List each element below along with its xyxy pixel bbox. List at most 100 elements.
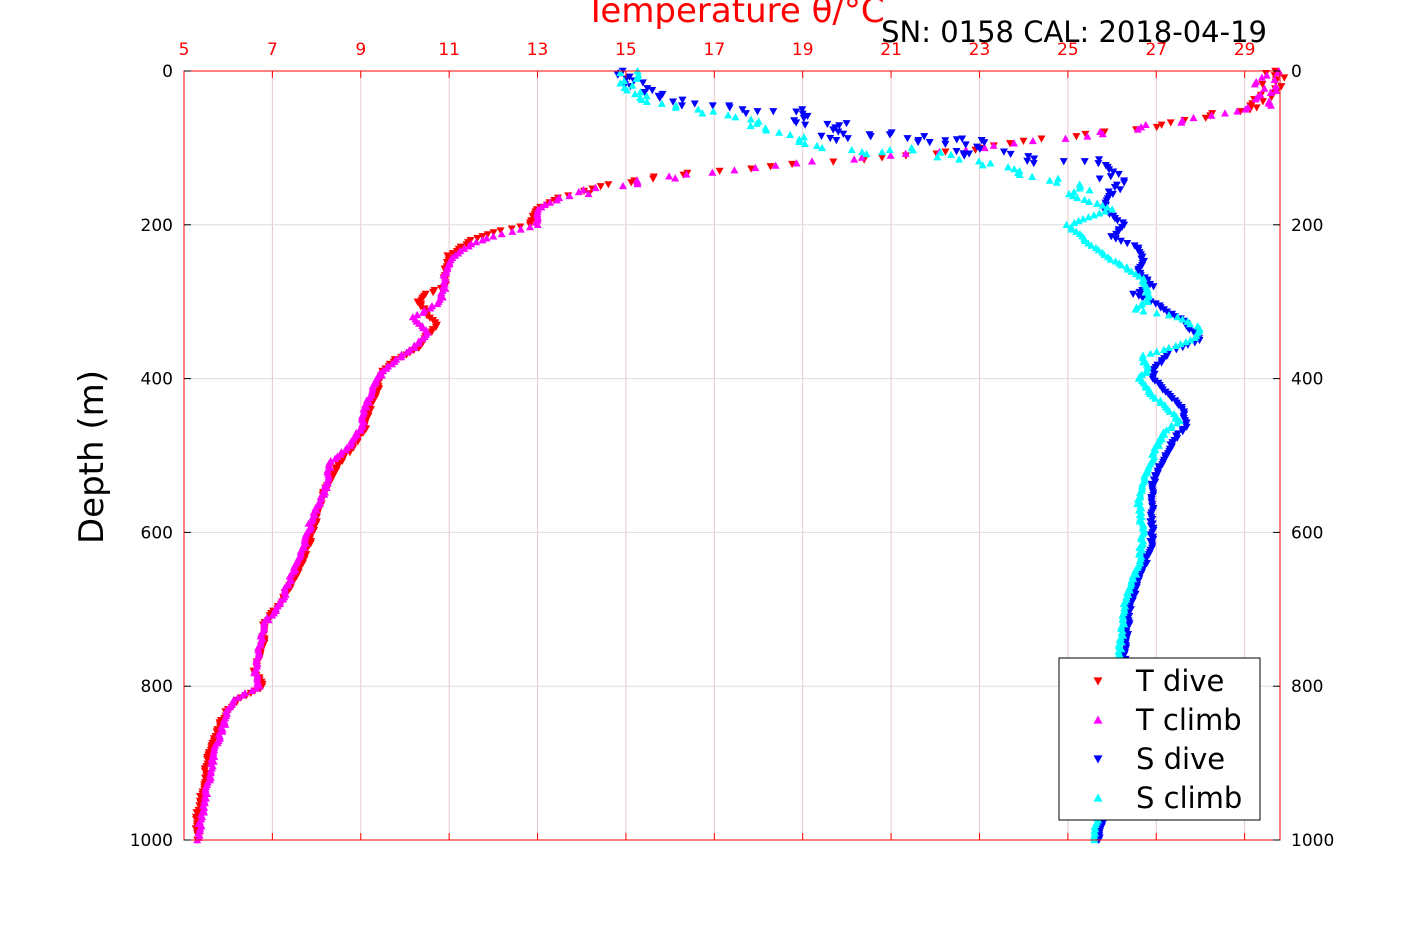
data-point [1190, 333, 1199, 342]
data-point [252, 684, 261, 692]
data-point [426, 304, 435, 312]
data-point [1185, 326, 1194, 334]
data-point [1146, 349, 1155, 357]
data-point [1127, 267, 1136, 275]
data-point [1113, 217, 1122, 225]
data-point [1052, 178, 1061, 186]
data-point [1054, 174, 1063, 182]
data-point [1166, 119, 1175, 127]
data-point [1157, 121, 1166, 129]
data-point [1251, 95, 1260, 103]
data-point [625, 73, 634, 81]
x-tick-label: 19 [792, 40, 814, 60]
data-point [1094, 160, 1103, 168]
data-point [508, 227, 517, 235]
y-tick-label-left: 400 [141, 370, 173, 390]
data-point [1072, 227, 1081, 235]
data-point [1131, 305, 1140, 313]
data-point [387, 359, 396, 368]
data-point [574, 187, 583, 196]
data-point [1030, 155, 1039, 163]
x-tick-label: 17 [704, 40, 726, 60]
data-point [800, 139, 809, 147]
data-point [731, 113, 740, 121]
data-point [1116, 237, 1125, 245]
data-point [1019, 137, 1028, 145]
data-point [546, 198, 555, 206]
data-point [677, 102, 686, 110]
data-point [1114, 170, 1123, 179]
data-point [914, 138, 923, 147]
data-point [483, 231, 492, 239]
data-point [1111, 235, 1120, 243]
data-point [620, 76, 629, 85]
y-tick-label-left: 600 [141, 523, 173, 543]
data-point [1108, 190, 1117, 199]
data-point [1134, 292, 1143, 300]
data-point [628, 81, 637, 89]
data-point [1135, 272, 1144, 280]
data-point [1106, 173, 1115, 181]
data-point [792, 159, 801, 167]
data-point [807, 157, 816, 165]
legend-label: S dive [1136, 742, 1225, 776]
data-point [1252, 104, 1261, 112]
data-point [526, 223, 535, 231]
data-point [952, 136, 961, 144]
data-point [936, 148, 945, 156]
data-point [1155, 441, 1164, 449]
data-point [1151, 478, 1160, 486]
data-point [766, 163, 775, 171]
data-point [682, 170, 691, 178]
data-point [792, 108, 801, 116]
data-point [1130, 242, 1139, 250]
data-point [1098, 130, 1107, 138]
data-point [909, 146, 918, 154]
data-point [974, 157, 983, 165]
data-point [920, 133, 929, 141]
data-point [965, 150, 974, 158]
data-point [1117, 261, 1126, 269]
data-point [1087, 241, 1096, 249]
data-point [741, 110, 750, 118]
data-point [377, 371, 386, 379]
data-point [1266, 88, 1275, 96]
data-point [753, 108, 762, 116]
data-point [1182, 423, 1191, 431]
data-point [413, 298, 422, 306]
data-point [694, 105, 703, 113]
data-point [627, 179, 636, 187]
data-point [1262, 71, 1271, 79]
data-point [1266, 101, 1275, 109]
legend-marker [1093, 677, 1103, 686]
data-point [947, 150, 956, 159]
data-point [472, 238, 481, 246]
data-point [1062, 220, 1071, 228]
data-point [1150, 377, 1159, 385]
y-tick-label-right: 600 [1291, 523, 1323, 543]
data-point [1181, 338, 1190, 346]
data-point [233, 693, 242, 701]
data-point [1079, 215, 1088, 223]
data-point [631, 90, 640, 98]
y-tick-label-right: 200 [1291, 216, 1323, 236]
x-tick-label: 23 [969, 40, 991, 60]
data-point [798, 110, 807, 118]
legend: T dive T climb S dive S climb [1058, 657, 1261, 821]
data-point [747, 165, 756, 173]
data-point [1028, 136, 1037, 145]
data-point [1174, 401, 1183, 409]
data-point [862, 150, 871, 158]
data-point [1075, 184, 1084, 192]
data-point [1233, 107, 1242, 115]
x-tick-label: 11 [438, 40, 460, 60]
data-point [1117, 223, 1126, 232]
data-point [533, 220, 542, 228]
data-point [865, 131, 874, 139]
legend-marker [1093, 755, 1103, 764]
data-point [786, 130, 795, 139]
data-point [1176, 339, 1185, 348]
data-point [1280, 74, 1289, 82]
data-point [1186, 336, 1195, 344]
data-point [1171, 414, 1180, 422]
